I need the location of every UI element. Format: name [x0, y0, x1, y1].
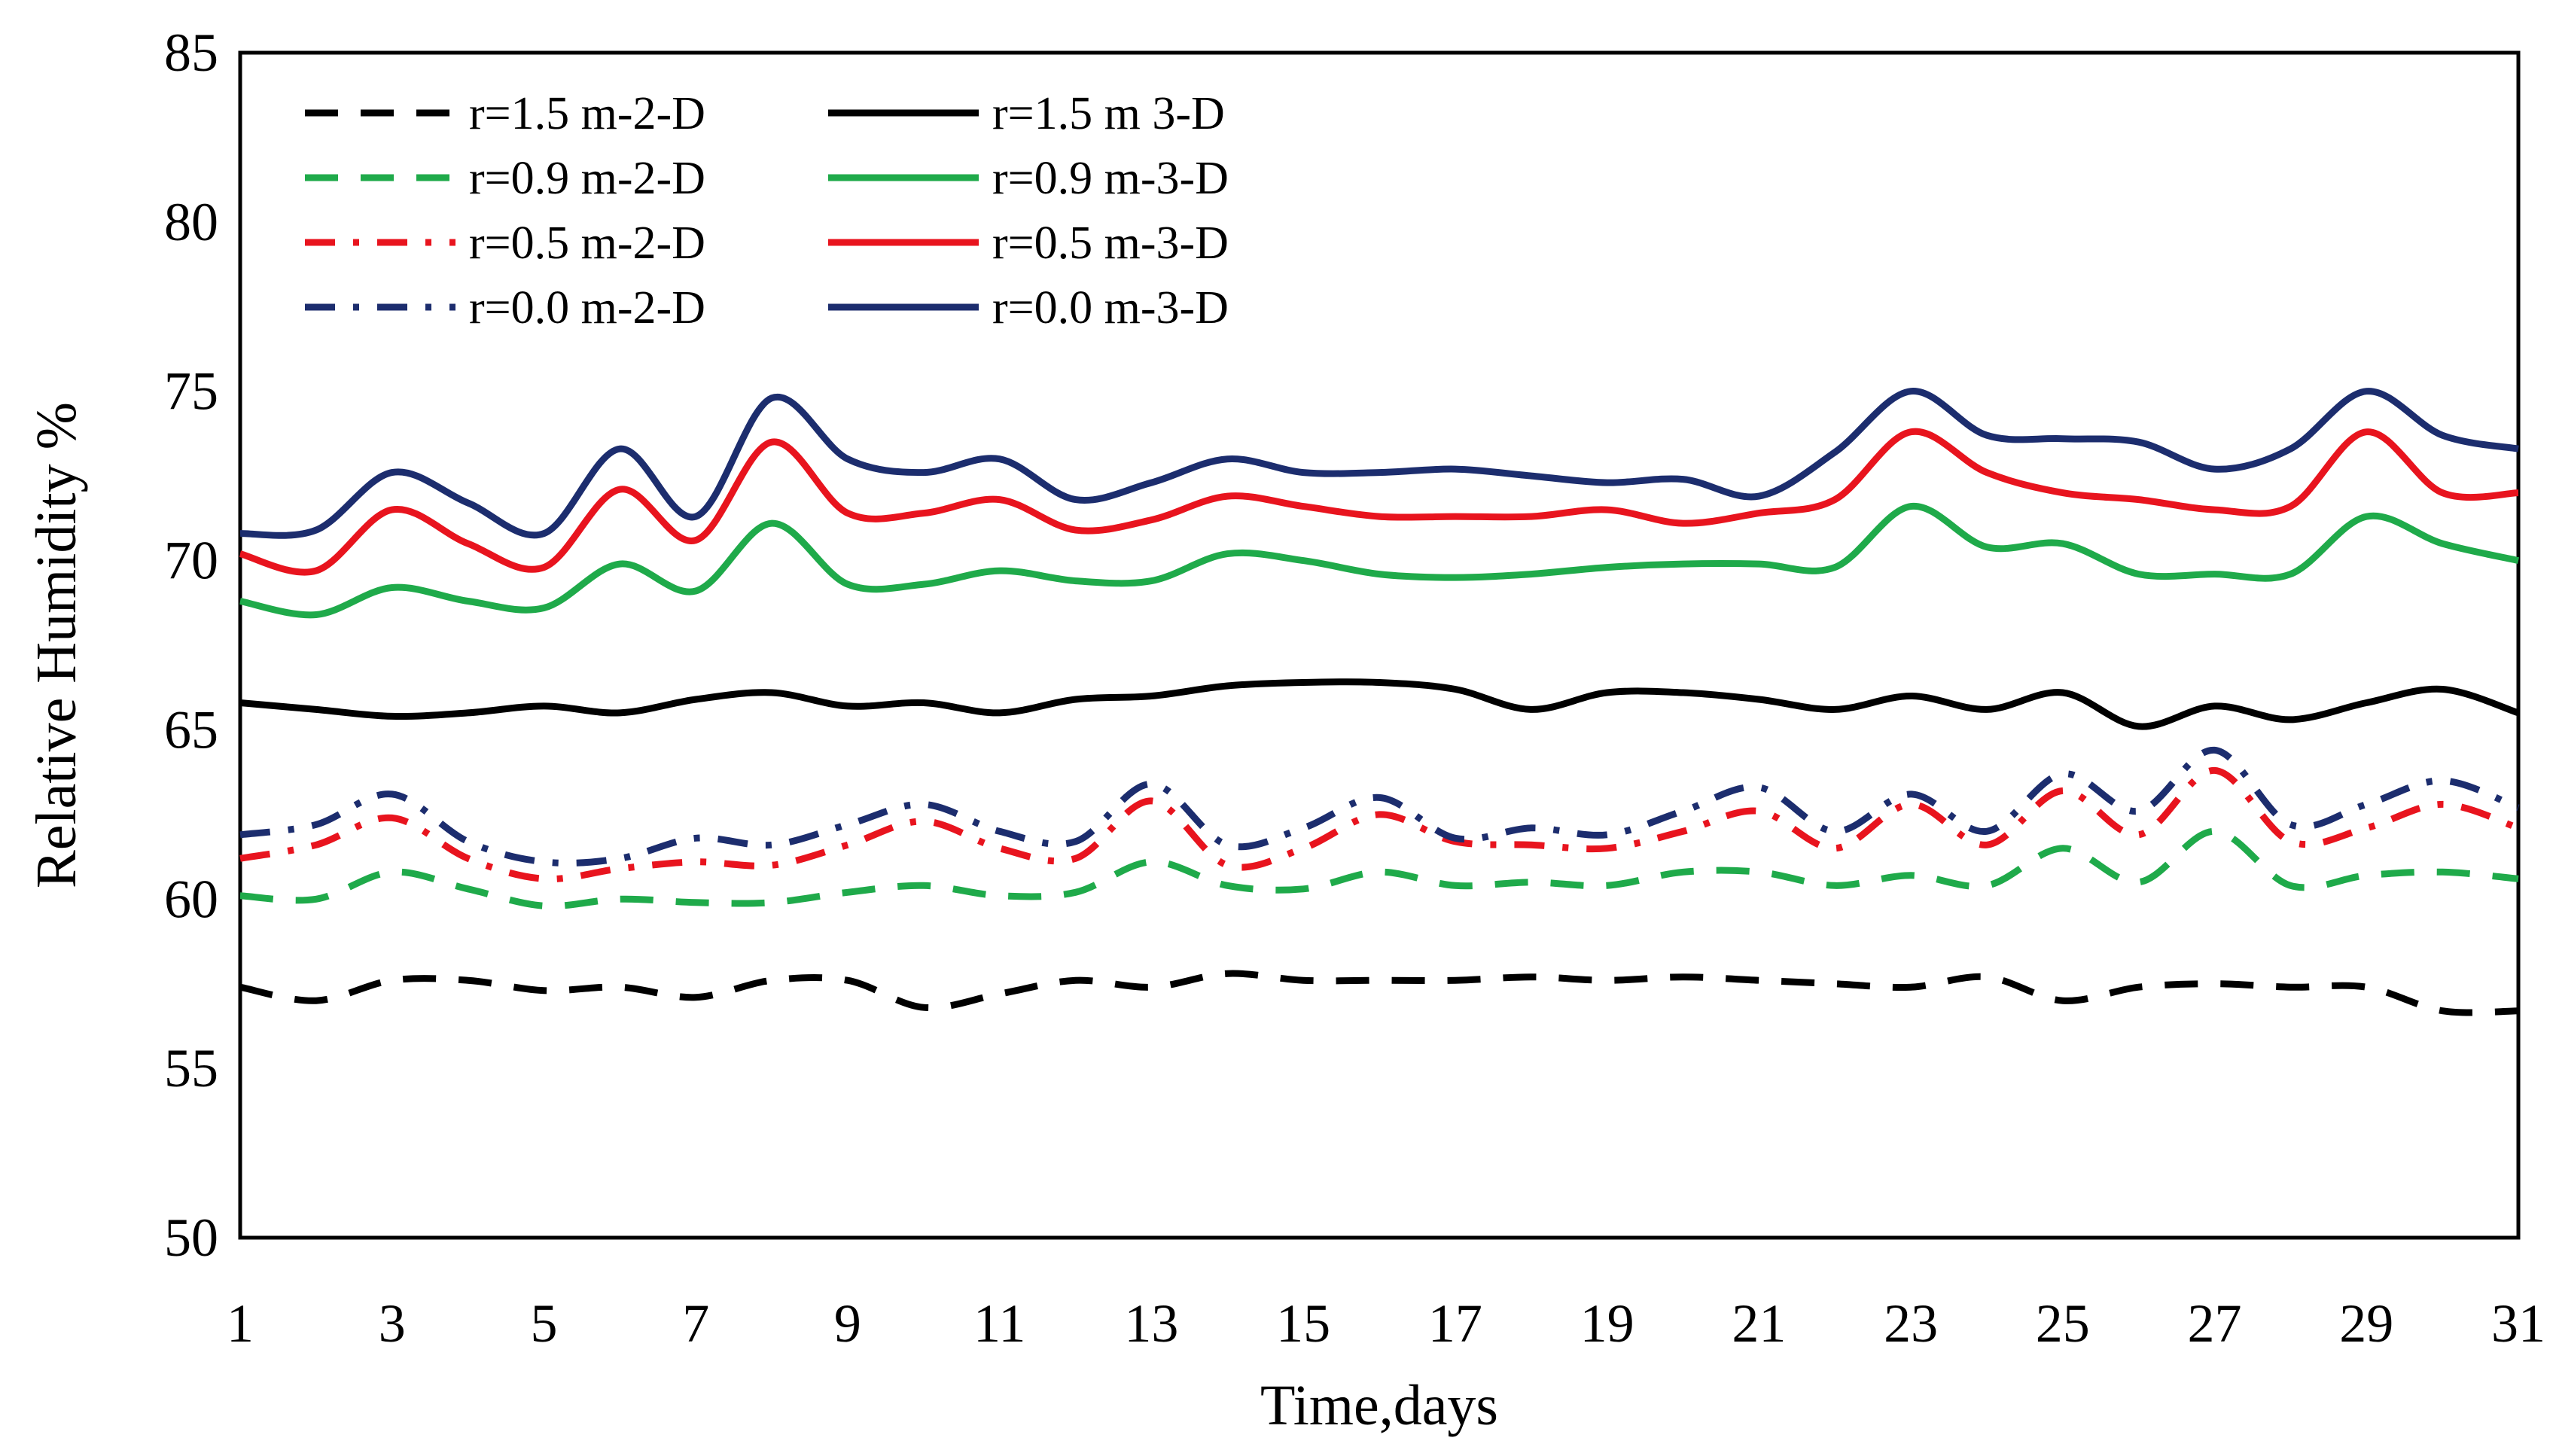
x-tick-label: 19 — [1580, 1293, 1634, 1354]
series-line-7 — [239, 746, 2520, 867]
x-tick-label: 31 — [2491, 1293, 2545, 1354]
legend-label-6: r=0.5 m-3-D — [992, 218, 1229, 269]
x-tick-label: 13 — [1124, 1293, 1178, 1354]
series-line-5 — [239, 766, 2520, 883]
plot-area — [238, 50, 2521, 1240]
legend-label-1: r=1.5 m-2-D — [469, 88, 705, 139]
series-line-6 — [239, 428, 2519, 576]
series-line-8 — [239, 388, 2519, 539]
x-tick-label: 11 — [973, 1293, 1025, 1354]
legend-label-2: r=1.5 m 3-D — [992, 88, 1225, 139]
y-tick-label: 50 — [164, 1208, 218, 1268]
x-tick-label: 15 — [1276, 1293, 1330, 1354]
series-line-3 — [239, 827, 2519, 910]
legend-label-8: r=0.0 m-3-D — [992, 282, 1229, 334]
x-tick-label: 7 — [682, 1293, 709, 1354]
x-tick-label: 25 — [2036, 1293, 2090, 1354]
y-tick-label: 75 — [164, 361, 218, 422]
series-line-4 — [239, 503, 2519, 619]
y-tick-label: 60 — [164, 869, 218, 929]
x-tick-label: 27 — [2188, 1293, 2242, 1354]
legend-label-5: r=0.5 m-2-D — [469, 218, 705, 269]
x-tick-labels: 1 3 5 7 9 11 13 15 17 19 21 23 25 27 29 31 — [227, 1293, 2545, 1354]
legend: r=1.5 m-2-D r=1.5 m 3-D r=0.9 m-2-D r=0.9 m… — [305, 88, 1229, 334]
x-tick-label: 9 — [834, 1293, 861, 1354]
y-tick-label: 85 — [164, 23, 218, 83]
series-line-1 — [239, 970, 2519, 1016]
legend-label-3: r=0.9 m-2-D — [469, 153, 705, 204]
y-axis-title: Relative Humidity % — [25, 402, 88, 888]
x-tick-label: 23 — [1884, 1293, 1938, 1354]
legend-label-7: r=0.0 m-2-D — [469, 282, 705, 334]
x-axis-title: Time,days — [1260, 1374, 1498, 1437]
x-tick-label: 17 — [1428, 1293, 1482, 1354]
y-tick-label: 65 — [164, 699, 218, 760]
series-line-2 — [239, 678, 2520, 730]
series-layer — [239, 388, 2520, 1016]
y-tick-label: 55 — [164, 1038, 218, 1098]
x-tick-label: 3 — [379, 1293, 406, 1354]
y-tick-label: 70 — [164, 531, 218, 591]
legend-label-4: r=0.9 m-3-D — [992, 153, 1229, 204]
y-tick-label: 80 — [164, 192, 218, 252]
x-tick-label: 29 — [2339, 1293, 2393, 1354]
x-tick-label: 1 — [227, 1293, 254, 1354]
x-tick-label: 21 — [1732, 1293, 1786, 1354]
x-tick-label: 5 — [530, 1293, 557, 1354]
y-tick-labels: 50 55 60 65 70 75 80 85 — [164, 23, 218, 1268]
